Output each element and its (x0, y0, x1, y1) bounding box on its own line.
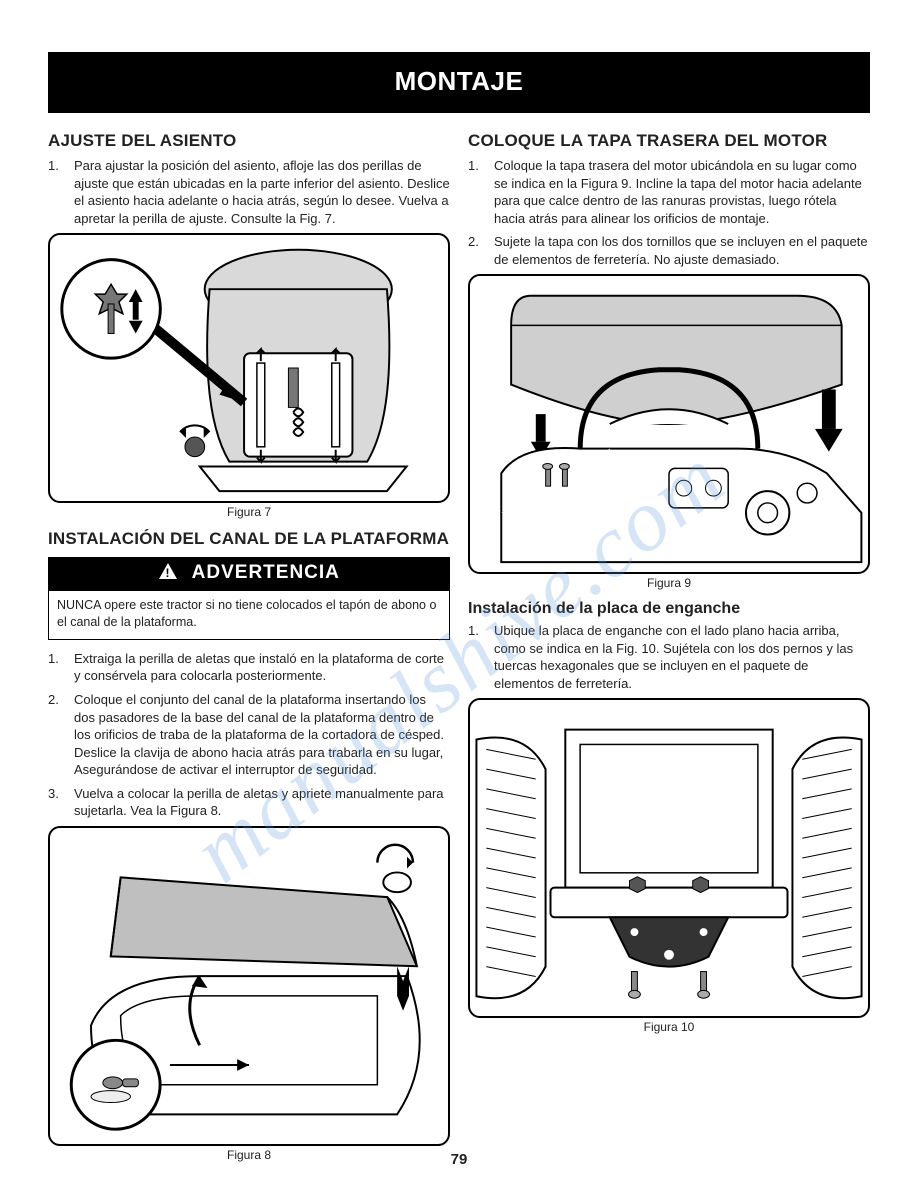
list-item: 1.Coloque la tapa trasera del motor ubic… (468, 157, 870, 227)
heading-chute-install: INSTALACIÓN DEL CANAL DE LA PLATAFORMA (48, 529, 450, 549)
figure-9-box (468, 274, 870, 574)
list-number: 2. (48, 691, 74, 779)
list-number: 1. (468, 622, 494, 692)
list-item: 3.Vuelva a colocar la perilla de aletas … (48, 785, 450, 820)
figure-7-box (48, 233, 450, 503)
list-number: 1. (468, 157, 494, 227)
figure-10-box (468, 698, 870, 1018)
chute-steps: 1.Extraiga la perilla de aletas que inst… (48, 650, 450, 820)
list-number: 3. (48, 785, 74, 820)
list-number: 1. (48, 650, 74, 685)
list-text: Ubique la placa de enganche con el lado … (494, 622, 870, 692)
heading-engine-cover: COLOQUE LA TAPA TRASERA DEL MOTOR (468, 131, 870, 151)
section-banner: MONTAJE (48, 52, 870, 113)
list-text: Coloque la tapa trasera del motor ubicán… (494, 157, 870, 227)
warning-box: ! ADVERTENCIA NUNCA opere este tractor s… (48, 557, 450, 640)
seat-steps: 1. Para ajustar la posición del asiento,… (48, 157, 450, 227)
figure-7-caption: Figura 7 (48, 505, 450, 519)
figure-7-illustration (50, 235, 448, 501)
list-item: 1.Extraiga la perilla de aletas que inst… (48, 650, 450, 685)
warning-header: ! ADVERTENCIA (49, 558, 449, 591)
figure-10-caption: Figura 10 (468, 1020, 870, 1034)
list-item: 1.Ubique la placa de enganche con el lad… (468, 622, 870, 692)
list-item: 2.Sujete la tapa con los dos tornillos q… (468, 233, 870, 268)
list-number: 1. (48, 157, 74, 227)
list-text: Sujete la tapa con los dos tornillos que… (494, 233, 870, 268)
right-column: COLOQUE LA TAPA TRASERA DEL MOTOR 1.Colo… (468, 131, 870, 1172)
two-column-layout: AJUSTE DEL ASIENTO 1. Para ajustar la po… (48, 131, 870, 1172)
cover-steps: 1.Coloque la tapa trasera del motor ubic… (468, 157, 870, 268)
list-text: Extraiga la perilla de aletas que instal… (74, 650, 450, 685)
list-text: Para ajustar la posición del asiento, af… (74, 157, 450, 227)
figure-9-caption: Figura 9 (468, 576, 870, 590)
heading-seat-adjust: AJUSTE DEL ASIENTO (48, 131, 450, 151)
figure-10-illustration (470, 700, 868, 1016)
list-text: Vuelva a colocar la perilla de aletas y … (74, 785, 450, 820)
hitch-steps: 1.Ubique la placa de enganche con el lad… (468, 622, 870, 692)
figure-8-illustration (50, 828, 448, 1144)
list-item: 2.Coloque el conjunto del canal de la pl… (48, 691, 450, 779)
heading-hitch-plate: Instalación de la placa de enganche (468, 600, 870, 618)
page-number: 79 (0, 1151, 918, 1168)
list-text: Coloque el conjunto del canal de la plat… (74, 691, 450, 779)
figure-8-box (48, 826, 450, 1146)
left-column: AJUSTE DEL ASIENTO 1. Para ajustar la po… (48, 131, 450, 1172)
list-number: 2. (468, 233, 494, 268)
figure-9-illustration (470, 276, 868, 572)
warning-label: ADVERTENCIA (192, 562, 340, 583)
list-item: 1. Para ajustar la posición del asiento,… (48, 157, 450, 227)
svg-text:!: ! (166, 566, 171, 580)
warning-triangle-icon: ! (158, 562, 178, 586)
warning-body: NUNCA opere este tractor si no tiene col… (49, 591, 449, 639)
